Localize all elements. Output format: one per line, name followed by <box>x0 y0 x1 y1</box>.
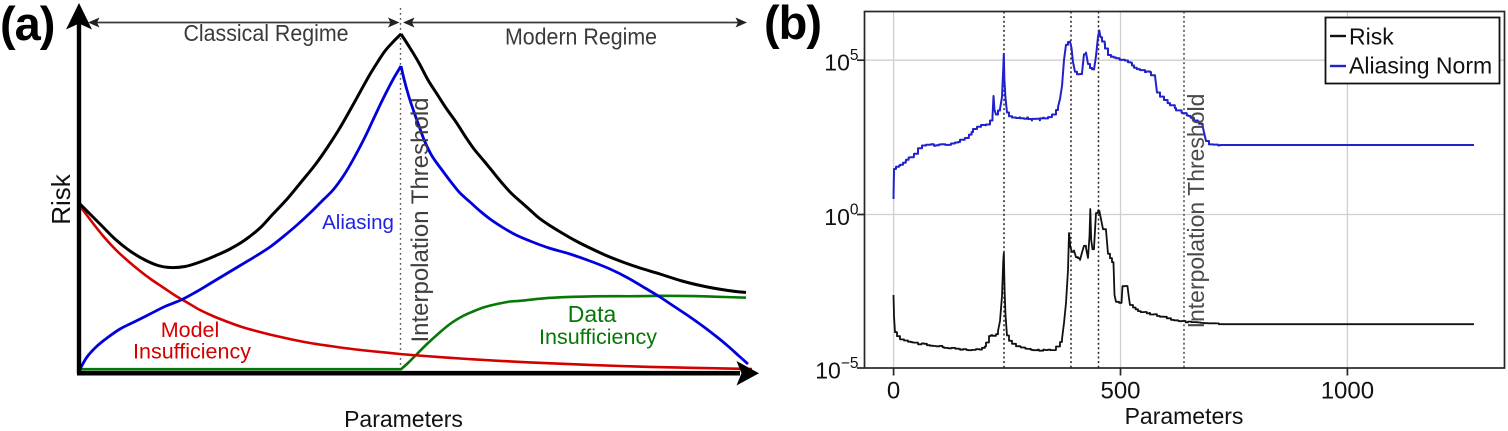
svg-text:Parameters: Parameters <box>1125 403 1244 429</box>
svg-text:Data: Data <box>568 301 617 327</box>
svg-text:Aliasing Norm: Aliasing Norm <box>1349 53 1492 79</box>
svg-text:Modern Regime: Modern Regime <box>505 24 657 50</box>
svg-text:Interpolation Threshold: Interpolation Threshold <box>1183 94 1209 329</box>
svg-text:Aliasing: Aliasing <box>322 211 394 234</box>
svg-text:Interpolation Threshold: Interpolation Threshold <box>407 97 434 342</box>
svg-text:100: 100 <box>824 201 859 230</box>
svg-text:Risk: Risk <box>1349 24 1394 50</box>
svg-text:10−5: 10−5 <box>815 355 858 384</box>
svg-text:Insufficiency: Insufficiency <box>133 340 251 364</box>
svg-text:Parameters: Parameters <box>344 406 463 431</box>
svg-text:(a): (a) <box>0 0 54 50</box>
svg-text:500: 500 <box>1100 377 1140 404</box>
svg-text:0: 0 <box>887 377 900 404</box>
svg-text:Classical Regime: Classical Regime <box>183 20 348 46</box>
svg-text:Model: Model <box>161 318 220 342</box>
svg-text:105: 105 <box>824 47 858 76</box>
svg-text:Risk: Risk <box>46 173 76 225</box>
svg-text:Insufficiency: Insufficiency <box>539 325 657 349</box>
svg-text:1000: 1000 <box>1321 377 1374 404</box>
svg-text:(b): (b) <box>764 0 821 49</box>
